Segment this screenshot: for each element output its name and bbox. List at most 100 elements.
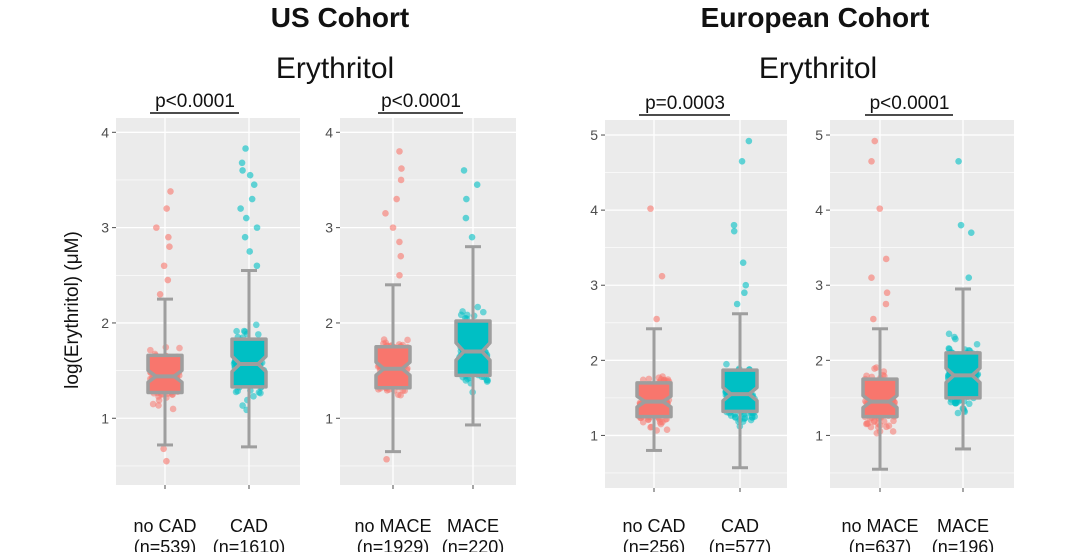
data-point xyxy=(255,389,263,396)
group-mace xyxy=(454,167,492,427)
data-point xyxy=(973,340,981,348)
data-point xyxy=(663,426,671,434)
box-iqr xyxy=(146,353,184,395)
data-point-outlier xyxy=(463,195,470,203)
data-point xyxy=(233,327,240,335)
data-point-outlier xyxy=(246,248,254,255)
data-point-outlier xyxy=(398,165,405,172)
y-tick-label: 2 xyxy=(325,315,333,331)
data-point-outlier xyxy=(160,262,168,270)
box-iqr xyxy=(861,377,899,419)
data-point-outlier xyxy=(742,281,750,289)
x-category-count: (n=539) xyxy=(134,537,197,552)
data-point xyxy=(149,400,157,408)
data-point xyxy=(871,365,878,372)
y-tick-label: 2 xyxy=(101,315,109,331)
x-category-label: CAD xyxy=(721,516,759,536)
data-point-outlier xyxy=(396,271,403,279)
chart-panel-3: 1 2 3 4 5 no CAD(n=256) CAD(n=577) p=0.0003 xyxy=(590,93,787,552)
data-point-outlier xyxy=(882,300,890,308)
data-point-outlier xyxy=(242,145,249,152)
x-category-count: (n=1929) xyxy=(357,537,430,552)
data-point-outlier xyxy=(653,315,660,323)
y-tick-label: 5 xyxy=(815,127,823,143)
data-point-outlier xyxy=(239,167,246,174)
data-point xyxy=(864,420,872,427)
x-category-count: (n=220) xyxy=(442,537,505,552)
data-point-outlier xyxy=(882,255,890,263)
data-point xyxy=(155,397,163,404)
data-point xyxy=(240,327,248,335)
cohort-title-european: European Cohort xyxy=(701,2,930,33)
data-point-outlier xyxy=(868,274,875,282)
data-point-outlier xyxy=(248,195,256,203)
data-point-outlier xyxy=(738,158,746,165)
x-category-count: (n=256) xyxy=(623,537,686,552)
data-point-outlier xyxy=(957,221,965,229)
data-point xyxy=(889,428,897,435)
data-point xyxy=(479,308,487,316)
data-point-outlier xyxy=(397,252,405,260)
data-point-outlier xyxy=(460,167,468,174)
y-tick-label: 3 xyxy=(590,277,598,293)
group-no-mace xyxy=(374,148,412,463)
data-point-outlier xyxy=(462,214,470,222)
data-point-outlier xyxy=(965,274,973,282)
box-iqr xyxy=(454,319,492,378)
data-point xyxy=(147,346,154,354)
data-point-outlier xyxy=(382,210,389,217)
y-axis-label: log(Erythritol) (μM) xyxy=(62,231,83,389)
data-point-outlier xyxy=(241,233,249,241)
data-point xyxy=(457,311,465,319)
data-point-outlier xyxy=(658,272,666,280)
data-point-outlier xyxy=(383,455,390,463)
data-point xyxy=(250,393,257,400)
data-point-outlier xyxy=(238,159,246,167)
data-point xyxy=(255,331,262,338)
data-point xyxy=(474,303,482,311)
data-point-outlier xyxy=(396,238,403,246)
data-point-outlier xyxy=(967,229,975,236)
marker-title-us: Erythritol xyxy=(276,52,394,85)
chart-panel-2: 1 2 3 4 no MACE(n=1929) MACE(n=220) p<0.0001 xyxy=(325,91,516,552)
data-point-outlier xyxy=(730,221,738,229)
data-point xyxy=(483,378,491,385)
y-tick-label: 1 xyxy=(815,427,823,443)
data-point-outlier xyxy=(876,205,884,212)
chart-panel-4: 1 2 3 4 5 no MACE(n=637) MACE(n=196) p<0.0001 xyxy=(815,93,1014,552)
data-point-outlier xyxy=(167,188,174,195)
y-tick-label: 1 xyxy=(101,410,109,426)
group-no-cad xyxy=(146,188,184,465)
data-point xyxy=(234,387,241,395)
y-tick-label: 1 xyxy=(325,410,333,426)
x-category-label: MACE xyxy=(447,516,499,536)
data-point xyxy=(880,418,888,425)
data-point-outlier xyxy=(871,137,879,145)
data-point-outlier xyxy=(166,243,173,250)
group-no-cad xyxy=(635,205,673,452)
data-point-outlier xyxy=(156,291,164,298)
x-category-label: no MACE xyxy=(354,516,431,536)
data-point-outlier xyxy=(163,457,170,465)
y-tick-label: 4 xyxy=(590,202,598,218)
data-point xyxy=(751,413,758,420)
group-cad xyxy=(721,137,759,470)
y-tick-label: 4 xyxy=(101,124,109,140)
data-point-outlier xyxy=(393,195,400,203)
data-point xyxy=(647,424,654,431)
group-cad xyxy=(230,145,268,449)
y-tick-label: 3 xyxy=(101,220,109,236)
data-point-outlier xyxy=(164,276,172,284)
group-mace xyxy=(944,158,982,451)
panel-background xyxy=(830,120,1014,488)
data-point xyxy=(176,344,183,352)
x-category-count: (n=1610) xyxy=(213,537,286,552)
y-tick-label: 4 xyxy=(815,202,823,218)
data-point-outlier xyxy=(397,176,405,184)
data-point-outlier xyxy=(246,171,254,179)
panel-background xyxy=(340,118,516,485)
data-point-outlier xyxy=(253,224,261,231)
data-point xyxy=(723,360,730,368)
data-point-outlier xyxy=(870,315,877,323)
data-point-outlier xyxy=(955,158,962,165)
